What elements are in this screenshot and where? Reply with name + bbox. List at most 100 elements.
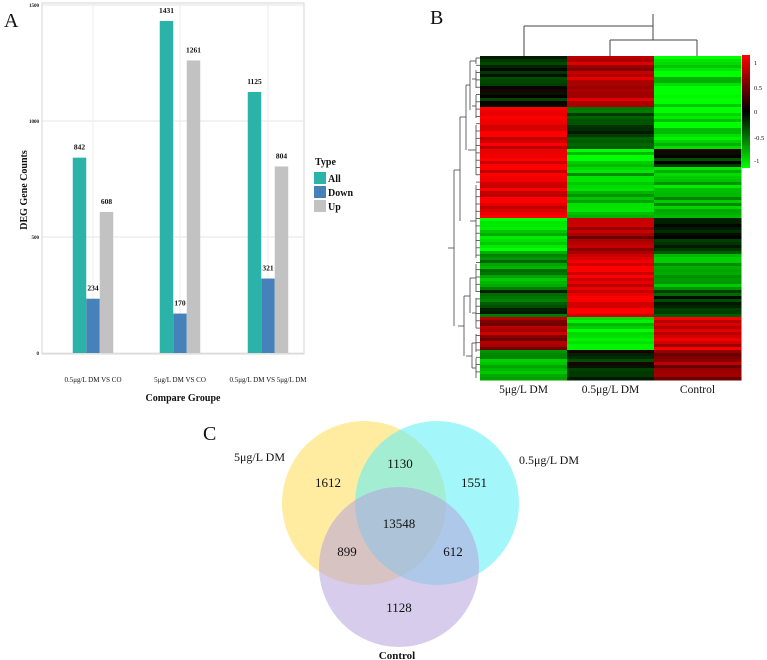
- heatmap-cell: [567, 239, 655, 243]
- heatmap-cell: [480, 275, 568, 279]
- heatmap-cell: [654, 89, 742, 93]
- heatmap-cell: [654, 92, 742, 96]
- y-tick-labels: 0 500 1000 1500: [29, 4, 40, 357]
- heatmap-cell: [654, 200, 742, 204]
- heatmap-cell: [654, 68, 742, 72]
- heatmap-cell: [654, 146, 742, 150]
- heatmap-cell: [654, 317, 742, 321]
- heatmap-cell: [567, 77, 655, 81]
- heatmap-cell: [567, 362, 655, 366]
- heatmap-cell: [654, 113, 742, 117]
- heatmap-cell: [567, 185, 655, 189]
- venn-circle-control: [319, 487, 479, 647]
- bar-value-label: 170: [174, 299, 186, 308]
- heatmap-cell: [567, 266, 655, 270]
- heatmap-cell: [480, 113, 568, 117]
- heatmap-cell: [567, 197, 655, 201]
- heatmap-cell: [567, 299, 655, 303]
- heatmap-cell: [567, 170, 655, 174]
- heatmap-cell: [480, 374, 568, 378]
- heatmap-cell: [480, 119, 568, 123]
- heatmap-cell: [567, 104, 655, 108]
- heatmap-cell: [480, 98, 568, 102]
- heatmap-cell: [654, 218, 742, 222]
- heatmap-cell: [654, 299, 742, 303]
- heatmap-cell: [567, 110, 655, 114]
- heatmap-cell: [480, 77, 568, 81]
- heatmap-cell: [480, 281, 568, 285]
- heatmap-cell: [654, 260, 742, 264]
- heatmap-cell: [480, 107, 568, 111]
- heatmap-cell: [567, 158, 655, 162]
- panel-b-label: B: [430, 7, 443, 29]
- heatmap-cell: [654, 332, 742, 336]
- heatmap-cell: [480, 248, 568, 252]
- heatmap-cell: [654, 173, 742, 177]
- heatmap-cell: [567, 242, 655, 246]
- heatmap-cell: [480, 245, 568, 249]
- heatmap-cell: [654, 374, 742, 378]
- heatmap-cell: [654, 326, 742, 330]
- column-labels: 5μg/L DM 0.5μg/L DM Control: [499, 384, 715, 396]
- colorbar-gradient-rect: [742, 55, 750, 168]
- heatmap-cell: [480, 296, 568, 300]
- heatmap-cell: [480, 68, 568, 72]
- heatmap-cell: [567, 305, 655, 309]
- venn-region-only-5ug: 1612: [315, 475, 341, 490]
- heatmap-cell: [480, 266, 568, 270]
- legend-swatch-up: [314, 200, 326, 212]
- heatmap-cell: [654, 65, 742, 69]
- heatmap-cell: [567, 209, 655, 213]
- heatmap-cell: [654, 119, 742, 123]
- heatmap-cell: [654, 284, 742, 288]
- heatmap-cell: [480, 230, 568, 234]
- heatmap-cell: [567, 335, 655, 339]
- heatmap-cell: [654, 128, 742, 132]
- heatmap-cell: [567, 263, 655, 267]
- heatmap-cell: [654, 74, 742, 78]
- heatmap-cell: [654, 137, 742, 141]
- heatmap-cell: [480, 329, 568, 333]
- heatmap-cell: [567, 149, 655, 153]
- column-label: 5μg/L DM: [499, 384, 548, 396]
- heatmap-cell: [480, 56, 568, 60]
- heatmap-cell: [480, 110, 568, 114]
- heatmap-cell: [480, 233, 568, 237]
- heatmap-cell: [480, 149, 568, 153]
- bar-all: [247, 92, 262, 353]
- heatmap-cell: [480, 128, 568, 132]
- heatmap-cell: [567, 86, 655, 90]
- heatmap-cell: [654, 59, 742, 63]
- heatmap-cell: [654, 248, 742, 252]
- heatmap-cell: [567, 293, 655, 297]
- heatmap-cell: [567, 215, 655, 219]
- heatmap-cell: [480, 284, 568, 288]
- heatmap-cell: [567, 278, 655, 282]
- heatmap-cell: [567, 350, 655, 354]
- heatmap-cell: [567, 251, 655, 255]
- heatmap-cell: [480, 83, 568, 87]
- heatmap-cell: [567, 161, 655, 165]
- color-scale-bar: 1 0.5 0 -0.5 -1: [742, 55, 764, 168]
- heatmap-cell: [480, 218, 568, 222]
- heatmap-cell: [567, 245, 655, 249]
- heatmap-cell: [654, 329, 742, 333]
- heatmap-cell: [654, 215, 742, 219]
- y-tick-label: 1500: [29, 4, 40, 9]
- heatmap-cell: [480, 176, 568, 180]
- heatmap-cell: [567, 341, 655, 345]
- heatmap-cell: [567, 311, 655, 315]
- heatmap-cell: [567, 101, 655, 105]
- heatmap-cell: [567, 80, 655, 84]
- heatmap-cell: [567, 89, 655, 93]
- heatmap-cell: [567, 143, 655, 147]
- heatmap-cell: [567, 173, 655, 177]
- heatmap-cell: [567, 227, 655, 231]
- heatmap-cell: [480, 221, 568, 225]
- heatmap-cell: [654, 233, 742, 237]
- venn-region-only-05ug: 1551: [461, 475, 487, 490]
- heatmap-cell: [480, 365, 568, 369]
- bar-value-label: 234: [87, 284, 99, 293]
- heatmap-cell: [654, 191, 742, 195]
